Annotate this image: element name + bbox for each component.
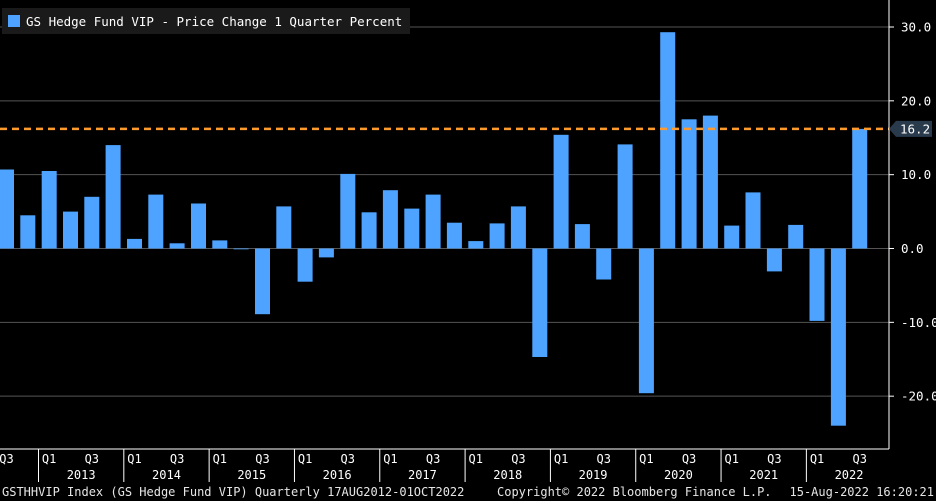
- x-quarter-label: Q3: [682, 452, 696, 466]
- chart-svg: 30.0 20.0 10.0 0.0 -10.0 -20.0 16.2 Q3 Q1 Q3 Q1 Q3 Q…: [0, 0, 936, 482]
- bar: [41, 171, 57, 249]
- bar: [745, 192, 761, 249]
- x-quarter-label: Q3: [341, 452, 355, 466]
- footer-copyright: Copyright© 2022 Bloomberg Finance L.P.: [497, 485, 772, 499]
- bar: [553, 134, 569, 249]
- bar: [596, 248, 612, 280]
- x-quarter-label: Q3: [597, 452, 611, 466]
- y-tick-label: -20.0: [901, 389, 936, 404]
- x-year-label: 2013: [67, 468, 96, 482]
- reference-tag: [889, 120, 932, 137]
- y-tick-label: -10.0: [901, 315, 936, 330]
- y-tick-label: 0.0: [901, 241, 924, 256]
- bar: [169, 243, 185, 249]
- bar: [574, 224, 590, 249]
- x-quarter-label: Q3: [0, 452, 14, 466]
- legend-swatch: [8, 15, 20, 27]
- bar: [830, 248, 846, 426]
- x-quarter-label: Q3: [255, 452, 269, 466]
- x-quarter-label: Q1: [213, 452, 227, 466]
- y-tick-label: 10.0: [901, 167, 931, 182]
- bar: [297, 248, 313, 282]
- y-tick-label: 20.0: [901, 93, 931, 108]
- bar: [724, 225, 740, 249]
- x-quarter-label: Q1: [469, 452, 483, 466]
- x-quarter-label: Q1: [383, 452, 397, 466]
- x-year-label: 2017: [408, 468, 437, 482]
- bar: [638, 248, 654, 394]
- footer: GSTHHVIP Index (GS Hedge Fund VIP) Quart…: [0, 482, 936, 501]
- bar: [660, 32, 676, 249]
- bar: [212, 240, 228, 249]
- bar: [20, 215, 36, 249]
- bar: [788, 224, 804, 249]
- bar: [127, 238, 142, 249]
- bar: [446, 222, 462, 249]
- x-quarter-label: Q1: [554, 452, 568, 466]
- x-year-label: 2021: [749, 468, 778, 482]
- bar: [702, 115, 718, 249]
- bar: [148, 194, 164, 249]
- bar: [510, 206, 526, 249]
- x-quarter-label: Q1: [810, 452, 824, 466]
- bar: [681, 119, 697, 249]
- bar: [318, 248, 334, 258]
- x-year-label: 2018: [493, 468, 522, 482]
- x-quarter-label: Q1: [42, 452, 56, 466]
- x-quarter-label: Q1: [639, 452, 653, 466]
- x-quarter-label: Q3: [852, 452, 866, 466]
- bar: [63, 211, 78, 249]
- bar: [532, 248, 548, 357]
- x-quarter-label: Q3: [426, 452, 440, 466]
- legend: GS Hedge Fund VIP - Price Change 1 Quart…: [2, 8, 411, 34]
- x-quarter-label: Q1: [298, 452, 312, 466]
- bar: [255, 248, 270, 315]
- bar: [468, 241, 484, 249]
- x-year-label: 2019: [579, 468, 608, 482]
- bar: [105, 145, 121, 249]
- bar: [852, 128, 868, 249]
- bar: [489, 223, 505, 249]
- bar: [0, 169, 14, 249]
- x-quarter-label: Q3: [85, 452, 99, 466]
- x-quarter-label: Q3: [511, 452, 525, 466]
- bar: [233, 248, 249, 250]
- footer-timestamp: 15-Aug-2022 16:20:21: [789, 485, 935, 499]
- footer-index-info: GSTHHVIP Index (GS Hedge Fund VIP) Quart…: [2, 485, 465, 499]
- bar: [617, 144, 633, 249]
- x-year-label: 2016: [323, 468, 352, 482]
- x-quarter-label: Q3: [170, 452, 184, 466]
- bar: [404, 208, 420, 249]
- bar: [809, 248, 825, 321]
- bar: [766, 248, 782, 272]
- legend-label: GS Hedge Fund VIP - Price Change 1 Quart…: [26, 13, 403, 29]
- x-year-label: 2014: [152, 468, 181, 482]
- bar: [382, 190, 398, 249]
- x-year-label: 2022: [835, 468, 864, 482]
- bar: [84, 196, 100, 249]
- x-quarter-label: Q3: [767, 452, 781, 466]
- y-tick-label: 30.0: [901, 20, 931, 35]
- x-year-label: 2020: [664, 468, 693, 482]
- bar: [191, 203, 206, 249]
- x-year-label: 2015: [237, 468, 266, 482]
- x-quarter-label: Q1: [127, 452, 141, 466]
- bar: [340, 173, 356, 249]
- bar: [425, 194, 441, 249]
- bar: [361, 212, 377, 249]
- x-quarter-label: Q1: [724, 452, 738, 466]
- reference-tag-label: 16.2: [900, 121, 930, 136]
- bar: [276, 206, 292, 249]
